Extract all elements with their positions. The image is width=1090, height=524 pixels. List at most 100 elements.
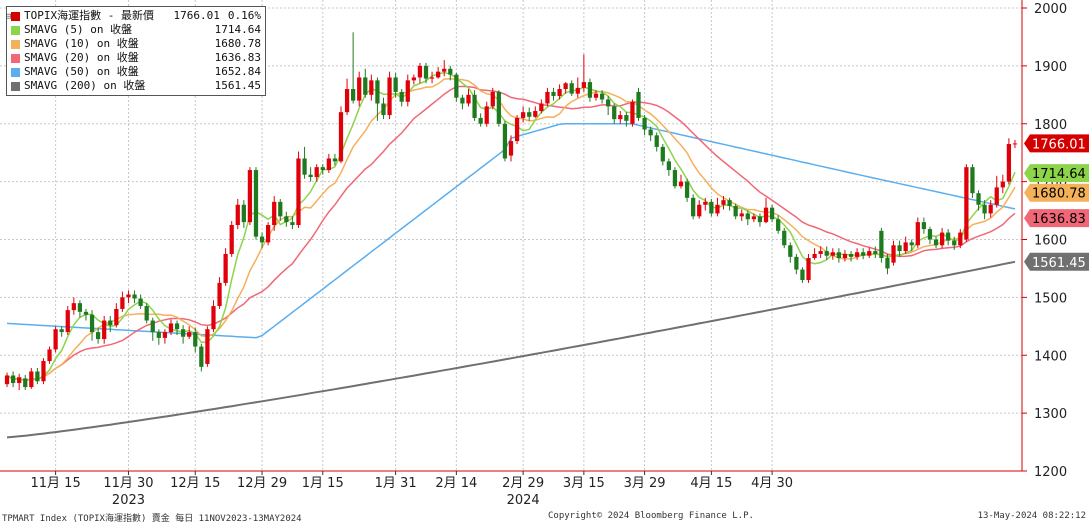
candle-body bbox=[138, 298, 143, 307]
candle-body bbox=[958, 232, 963, 246]
last-value-tag bbox=[1024, 252, 1089, 271]
legend-item: SMAVG (200) on 收盤 1561.45 bbox=[11, 79, 261, 93]
candle-body bbox=[429, 77, 435, 79]
candle-body bbox=[782, 230, 787, 246]
candle-body bbox=[405, 80, 410, 102]
candle-body bbox=[41, 361, 46, 382]
candle-body bbox=[126, 294, 131, 298]
legend-value: 1561.45 bbox=[214, 79, 261, 92]
candle-body bbox=[818, 251, 823, 254]
legend-change: 0.16% bbox=[227, 9, 261, 22]
candle-body bbox=[521, 112, 526, 118]
candle-body bbox=[921, 222, 927, 230]
candle-body bbox=[4, 375, 10, 385]
candle-body bbox=[909, 242, 914, 246]
last-value-text: 1636.83 bbox=[1032, 212, 1086, 227]
candle-body bbox=[678, 181, 684, 187]
candle-body bbox=[709, 201, 714, 214]
legend-value: 1636.83 bbox=[214, 51, 261, 64]
candle-body bbox=[502, 123, 508, 159]
candle-body bbox=[77, 303, 83, 312]
candle-body bbox=[472, 94, 477, 118]
candle-body bbox=[854, 252, 860, 257]
legend-rows: TOPIX海運指數 - 最新價 1766.01 0.16% SMAVG (5) on … bbox=[11, 9, 261, 93]
candle-body bbox=[654, 135, 659, 147]
candle-body bbox=[769, 207, 775, 220]
candle-body bbox=[824, 251, 829, 256]
candle-body bbox=[703, 201, 708, 205]
candle-body bbox=[466, 94, 471, 104]
candle-body bbox=[569, 83, 574, 94]
legend-label: SMAVG (200) on 收盤 bbox=[24, 79, 146, 92]
candle-body bbox=[587, 82, 593, 98]
y-tick-label: 1400 bbox=[1034, 349, 1067, 364]
candle-body bbox=[903, 242, 908, 252]
legend-item: SMAVG (50) on 收盤 1652.84 bbox=[11, 65, 261, 79]
candle-body bbox=[946, 232, 951, 241]
candle-body bbox=[964, 167, 969, 240]
legend-item: SMAVG (20) on 收盤 1636.83 bbox=[11, 51, 261, 65]
x-tick-label: 1月 15 bbox=[302, 476, 344, 491]
candle-body bbox=[624, 115, 629, 121]
candle-body bbox=[636, 91, 641, 118]
chart-footer: TPMART Index (TOPIX海運指數) 賣金 每日 11NOV2023… bbox=[0, 510, 1090, 524]
legend-label: SMAVG (50) on 收盤 bbox=[24, 65, 139, 78]
x-tick-label: 2月 14 bbox=[435, 476, 477, 491]
candle-body bbox=[593, 93, 599, 98]
candle-body bbox=[508, 141, 514, 156]
y-tick-label: 1200 bbox=[1034, 465, 1067, 480]
candle-body bbox=[745, 213, 750, 220]
candle-body bbox=[89, 314, 95, 333]
legend-item: SMAVG (5) on 收盤 1714.64 bbox=[11, 23, 261, 37]
candle-body bbox=[448, 68, 453, 75]
candle-body bbox=[915, 222, 920, 246]
y-tick-label: 1600 bbox=[1034, 234, 1067, 249]
candle-body bbox=[253, 170, 259, 237]
candle-body bbox=[35, 371, 40, 382]
candle-body bbox=[551, 91, 556, 96]
candle-body bbox=[187, 332, 192, 337]
candle-body bbox=[606, 99, 611, 107]
candle-body bbox=[436, 71, 441, 78]
candle-body bbox=[563, 83, 568, 90]
candle-body bbox=[885, 258, 890, 269]
candle-body bbox=[83, 311, 89, 315]
candle-body bbox=[599, 93, 605, 100]
candle-body bbox=[1000, 181, 1005, 188]
x-tick-label: 4月 30 bbox=[751, 476, 793, 491]
candle-body bbox=[417, 65, 423, 78]
candle-body bbox=[970, 167, 975, 194]
candle-body bbox=[193, 332, 198, 347]
candle-body bbox=[891, 245, 896, 263]
y-tick-label: 1300 bbox=[1034, 407, 1067, 422]
candle-body bbox=[375, 80, 380, 104]
legend-swatch bbox=[11, 11, 20, 21]
candle-body bbox=[423, 65, 429, 79]
legend-item: SMAVG (10) on 收盤 1680.78 bbox=[11, 37, 261, 51]
candle-body bbox=[684, 181, 690, 198]
candle-body bbox=[284, 216, 289, 223]
candle-body bbox=[539, 103, 544, 112]
candle-body bbox=[575, 87, 580, 94]
candle-body bbox=[71, 303, 76, 311]
candle-body bbox=[199, 346, 204, 367]
sma20-line bbox=[6, 85, 1016, 382]
candle-body bbox=[879, 230, 884, 259]
candle-body bbox=[454, 74, 459, 98]
legend-collapse-icon[interactable]: ⊟ bbox=[6, 12, 12, 22]
candle-body bbox=[1006, 144, 1012, 182]
footer-copyright: Copyright© 2024 Bloomberg Finance L.P. bbox=[548, 511, 754, 521]
candle-body bbox=[29, 371, 34, 388]
candle-body bbox=[278, 201, 283, 217]
last-value-tag bbox=[1024, 183, 1089, 202]
candle-body bbox=[672, 170, 678, 187]
candle-body bbox=[108, 320, 113, 326]
candle-body bbox=[332, 158, 338, 162]
candle-body bbox=[351, 89, 356, 101]
x-tick-label: 12月 15 bbox=[170, 476, 220, 491]
y-tick-label: 1800 bbox=[1034, 118, 1067, 133]
candle-body bbox=[897, 245, 902, 252]
candle-body bbox=[812, 253, 817, 259]
candle-body bbox=[120, 297, 125, 309]
